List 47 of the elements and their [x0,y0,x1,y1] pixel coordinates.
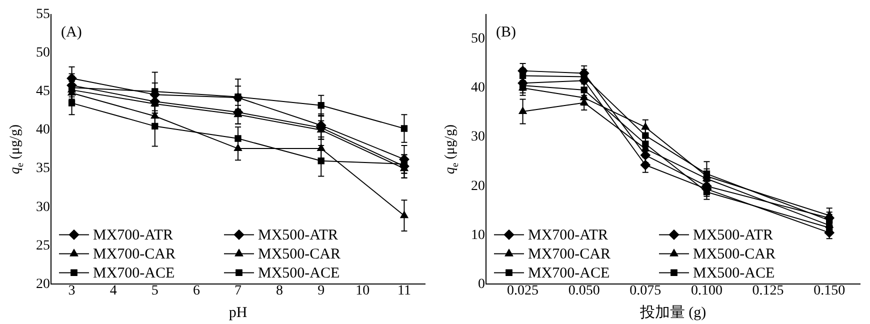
y-tick-label: 25 [36,238,50,254]
legend-label: MX700-CAR [528,246,611,263]
legend-label: MX700-ATR [93,228,174,244]
legend-label: MX500-ATR [693,228,774,244]
x-axis-title: pH [228,304,248,321]
y-tick-label: 20 [36,276,50,292]
x-tick-label: 6 [192,283,200,298]
x-tick-label: 11 [397,283,411,298]
x-tick-label: 0.150 [814,283,846,298]
y-tick-label: 30 [36,200,50,215]
x-tick-label: 8 [276,283,284,298]
x-tick-label: 0.025 [507,283,539,298]
annotation: (A) [61,24,82,40]
annotation: (B) [496,24,516,40]
y-tick-label: 45 [36,84,50,100]
x-tick-label: 0.050 [568,283,600,298]
y-tick-label: 40 [471,80,485,96]
y-tick-label: 55 [36,7,50,22]
legend-label: MX500-ATR [258,228,338,244]
y-tick-label: 10 [471,228,485,243]
x-tick-label: 0.075 [630,283,662,298]
legend-label: MX500-ACE [258,266,340,282]
x-tick-label: 7 [234,283,242,298]
x-tick-label: 5 [151,283,158,298]
legend-label: MX700-CAR [93,246,176,263]
y-tick-label: 50 [471,32,485,47]
x-tick-label: 9 [318,283,325,298]
x-tick-label: 10 [356,283,370,298]
x-tick-label: 3 [68,283,76,298]
legend-label: MX700-ATR [528,228,608,244]
y-tick-label: 50 [36,46,50,61]
y-axis-title: qe (μg/g) [8,124,26,174]
y-tick-label: 20 [471,178,485,194]
y-tick-label: 0 [478,276,485,292]
legend-label: MX700-ACE [528,266,610,282]
y-axis-title: qe (μg/g) [443,124,462,174]
x-tick-label: 0.100 [690,283,722,298]
legend-label: MX500-ACE [693,266,775,282]
legend-label: MX700-ACE [93,266,175,282]
y-tick-label: 35 [36,161,50,176]
x-tick-label: 4 [110,283,117,298]
legend-label: MX500-CAR [258,246,341,263]
legend-label: MX500-CAR [693,246,776,263]
y-tick-label: 30 [471,130,485,145]
y-tick-label: 40 [36,122,50,138]
x-tick-label: 0.125 [752,283,784,298]
x-axis-title: 投加量 (g) [638,304,706,321]
